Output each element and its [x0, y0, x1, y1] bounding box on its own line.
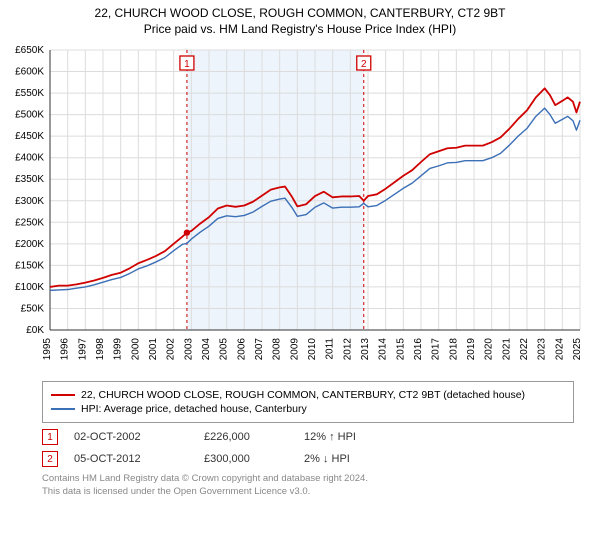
svg-text:£300K: £300K — [15, 196, 44, 207]
svg-text:2024: 2024 — [554, 338, 565, 361]
chart-area: £0K £50K £100K £150K £200K £250K £300K £350K £40… — [0, 40, 600, 375]
title-subtitle: Price paid vs. HM Land Registry's House … — [10, 22, 590, 36]
svg-text:2023: 2023 — [537, 338, 548, 361]
svg-text:2006: 2006 — [236, 338, 247, 361]
legend-label: HPI: Average price, detached house, Cant… — [81, 403, 307, 415]
event-badge: 2 — [42, 451, 58, 467]
event-delta: 12% ↑ HPI — [304, 431, 404, 443]
title-address: 22, CHURCH WOOD CLOSE, ROUGH COMMON, CAN… — [10, 6, 590, 20]
svg-text:1998: 1998 — [95, 338, 106, 361]
svg-text:2022: 2022 — [519, 338, 530, 361]
legend: 22, CHURCH WOOD CLOSE, ROUGH COMMON, CAN… — [42, 381, 574, 423]
svg-text:£150K: £150K — [15, 260, 44, 271]
svg-text:£450K: £450K — [15, 131, 44, 142]
title-block: 22, CHURCH WOOD CLOSE, ROUGH COMMON, CAN… — [0, 0, 600, 40]
footer: Contains HM Land Registry data © Crown c… — [42, 473, 574, 499]
svg-text:2005: 2005 — [219, 338, 230, 361]
svg-text:2004: 2004 — [201, 338, 212, 361]
svg-text:£650K: £650K — [15, 45, 44, 56]
footer-line: This data is licensed under the Open Gov… — [42, 486, 574, 499]
svg-text:2001: 2001 — [148, 338, 159, 361]
svg-text:2007: 2007 — [254, 338, 265, 361]
svg-text:2019: 2019 — [466, 338, 477, 361]
svg-text:£400K: £400K — [15, 153, 44, 164]
svg-text:2018: 2018 — [448, 338, 459, 361]
svg-text:1997: 1997 — [77, 338, 88, 361]
event-delta: 2% ↓ HPI — [304, 453, 404, 465]
svg-text:2011: 2011 — [325, 338, 336, 360]
svg-text:£0K: £0K — [26, 325, 44, 336]
svg-text:2012: 2012 — [342, 338, 353, 361]
svg-text:1999: 1999 — [113, 338, 124, 361]
svg-text:2: 2 — [361, 59, 367, 70]
svg-text:2020: 2020 — [484, 338, 495, 361]
legend-swatch — [51, 408, 75, 410]
svg-text:2009: 2009 — [289, 338, 300, 361]
line-chart-svg: £0K £50K £100K £150K £200K £250K £300K £350K £40… — [0, 40, 600, 370]
svg-text:£550K: £550K — [15, 88, 44, 99]
legend-swatch — [51, 394, 75, 396]
svg-text:2000: 2000 — [130, 338, 141, 361]
event-row: 2 05-OCT-2012 £300,000 2% ↓ HPI — [42, 451, 574, 467]
event-list: 1 02-OCT-2002 £226,000 12% ↑ HPI 2 05-OC… — [42, 429, 574, 467]
svg-text:£600K: £600K — [15, 67, 44, 78]
footer-line: Contains HM Land Registry data © Crown c… — [42, 473, 574, 486]
event-date: 02-OCT-2002 — [74, 431, 204, 443]
svg-text:£200K: £200K — [15, 239, 44, 250]
svg-text:£500K: £500K — [15, 110, 44, 121]
svg-text:2025: 2025 — [572, 338, 583, 361]
svg-text:2017: 2017 — [431, 338, 442, 361]
legend-item: 22, CHURCH WOOD CLOSE, ROUGH COMMON, CAN… — [51, 389, 565, 401]
svg-text:1996: 1996 — [60, 338, 71, 361]
svg-text:2015: 2015 — [395, 338, 406, 361]
svg-text:1: 1 — [184, 59, 190, 70]
svg-text:2002: 2002 — [166, 338, 177, 361]
legend-label: 22, CHURCH WOOD CLOSE, ROUGH COMMON, CAN… — [81, 389, 525, 401]
svg-text:£50K: £50K — [21, 303, 45, 314]
event-price: £226,000 — [204, 431, 304, 443]
svg-text:2010: 2010 — [307, 338, 318, 361]
legend-item: HPI: Average price, detached house, Cant… — [51, 403, 565, 415]
event-price: £300,000 — [204, 453, 304, 465]
svg-text:£350K: £350K — [15, 174, 44, 185]
event-date: 05-OCT-2012 — [74, 453, 204, 465]
svg-text:2013: 2013 — [360, 338, 371, 361]
event-badge: 1 — [42, 429, 58, 445]
svg-text:2021: 2021 — [501, 338, 512, 361]
svg-text:2008: 2008 — [272, 338, 283, 361]
svg-text:2003: 2003 — [183, 338, 194, 361]
svg-text:£250K: £250K — [15, 217, 44, 228]
svg-text:2016: 2016 — [413, 338, 424, 361]
svg-text:2014: 2014 — [378, 338, 389, 361]
svg-text:£100K: £100K — [15, 282, 44, 293]
event-row: 1 02-OCT-2002 £226,000 12% ↑ HPI — [42, 429, 574, 445]
svg-text:1995: 1995 — [42, 338, 53, 361]
chart-container: 22, CHURCH WOOD CLOSE, ROUGH COMMON, CAN… — [0, 0, 600, 499]
